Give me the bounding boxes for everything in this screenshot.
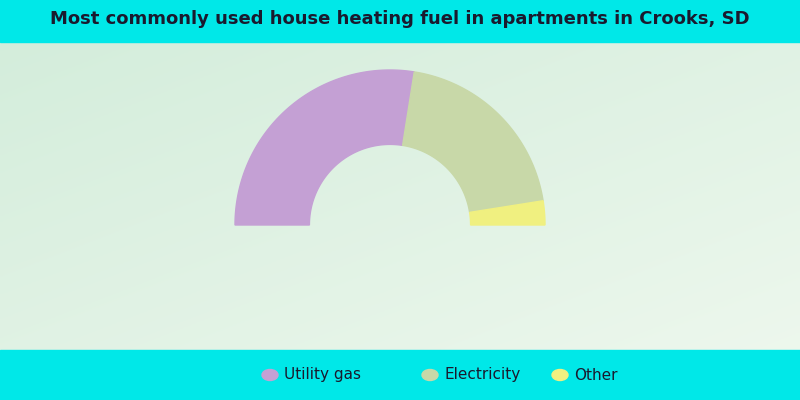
Polygon shape xyxy=(402,72,543,212)
Text: Electricity: Electricity xyxy=(444,368,520,382)
Polygon shape xyxy=(235,70,414,225)
Ellipse shape xyxy=(552,370,568,380)
Text: Other: Other xyxy=(574,368,618,382)
Ellipse shape xyxy=(262,370,278,380)
Text: Most commonly used house heating fuel in apartments in Crooks, SD: Most commonly used house heating fuel in… xyxy=(50,10,750,28)
Bar xyxy=(0,0,800,42)
Bar xyxy=(0,350,800,400)
Polygon shape xyxy=(470,201,545,225)
Ellipse shape xyxy=(422,370,438,380)
Text: Utility gas: Utility gas xyxy=(284,368,361,382)
